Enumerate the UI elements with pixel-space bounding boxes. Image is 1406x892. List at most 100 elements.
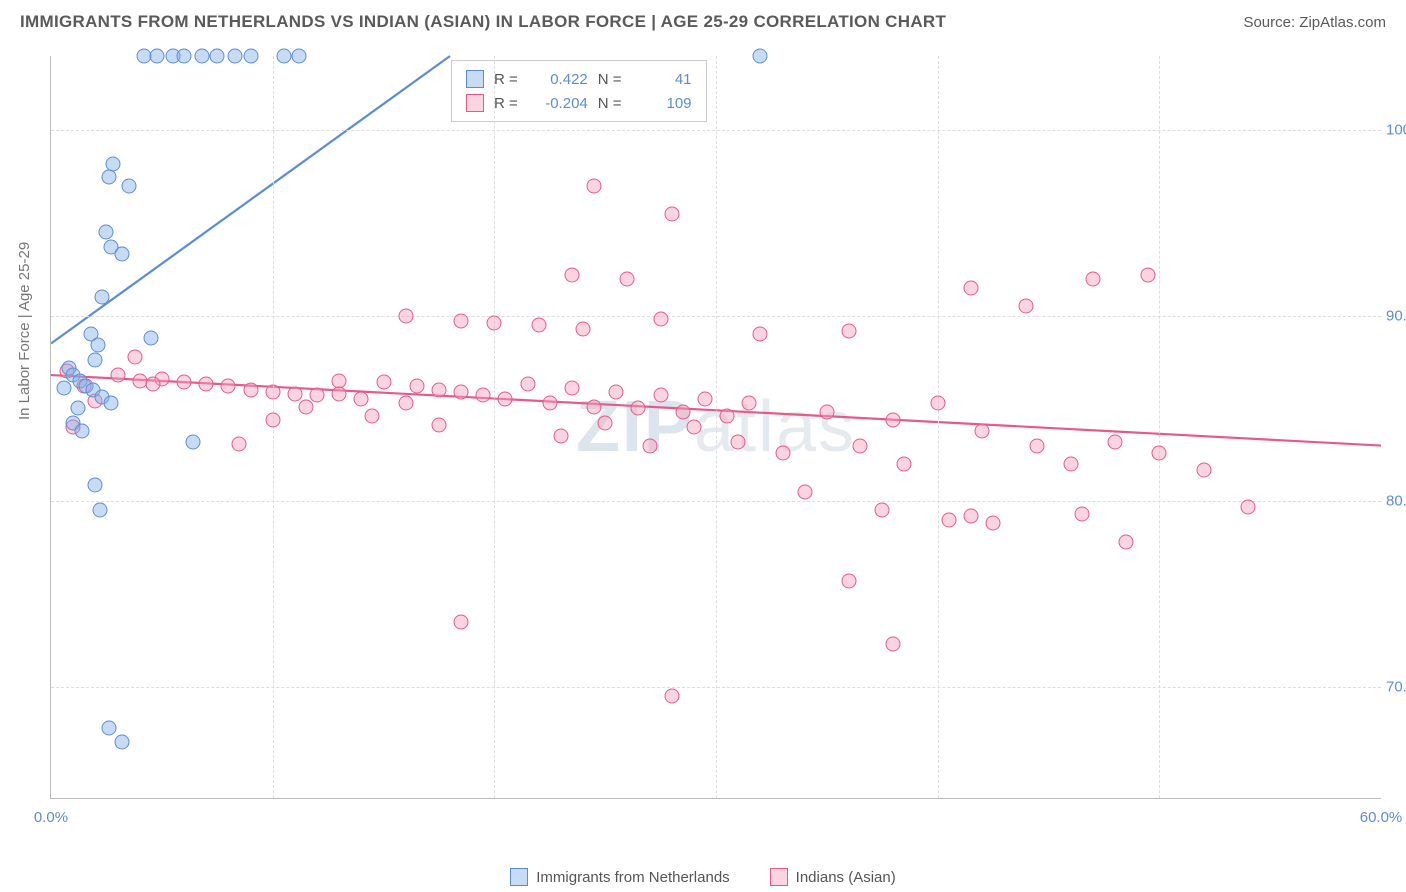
swatch-icon-blue [466, 70, 484, 88]
data-point-blue [227, 49, 242, 64]
corr-N-label: N = [598, 95, 622, 112]
data-point-blue [150, 49, 165, 64]
data-point-pink [675, 405, 690, 420]
data-point-blue [753, 49, 768, 64]
legend-item-blue: Immigrants from Netherlands [510, 868, 729, 886]
data-point-pink [1119, 535, 1134, 550]
data-point-blue [103, 395, 118, 410]
data-point-pink [775, 445, 790, 460]
data-point-pink [398, 308, 413, 323]
data-point-pink [454, 314, 469, 329]
legend-label: Indians (Asian) [796, 869, 896, 886]
data-point-pink [298, 399, 313, 414]
data-point-pink [742, 395, 757, 410]
y-axis-title: In Labor Force | Age 25-29 [16, 242, 33, 420]
data-point-blue [75, 423, 90, 438]
data-point-blue [57, 381, 72, 396]
data-point-pink [398, 395, 413, 410]
data-point-blue [194, 49, 209, 64]
data-point-pink [886, 637, 901, 652]
data-point-pink [664, 688, 679, 703]
data-point-blue [185, 434, 200, 449]
data-point-pink [897, 457, 912, 472]
corr-R-value: -0.204 [528, 95, 588, 112]
data-point-pink [1085, 271, 1100, 286]
data-point-pink [1152, 445, 1167, 460]
data-point-pink [963, 280, 978, 295]
data-point-pink [498, 392, 513, 407]
data-point-blue [90, 338, 105, 353]
data-point-pink [963, 509, 978, 524]
data-point-pink [310, 388, 325, 403]
gridline-v [716, 56, 717, 798]
scatter-chart: ZIPatlas R = 0.422 N = 41 R = -0.204 N =… [50, 56, 1381, 799]
corr-R-label: R = [494, 95, 518, 112]
x-tick-label: 0.0% [34, 809, 68, 826]
legend-label: Immigrants from Netherlands [536, 869, 729, 886]
data-point-pink [797, 484, 812, 499]
data-point-blue [276, 49, 291, 64]
data-point-pink [686, 420, 701, 435]
data-point-blue [88, 353, 103, 368]
data-point-blue [121, 178, 136, 193]
data-point-pink [520, 377, 535, 392]
data-point-pink [642, 438, 657, 453]
data-point-pink [576, 321, 591, 336]
data-point-blue [88, 477, 103, 492]
y-tick-label: 100.0% [1386, 122, 1406, 139]
data-point-blue [143, 330, 158, 345]
data-point-blue [99, 225, 114, 240]
data-point-pink [731, 434, 746, 449]
chart-header: IMMIGRANTS FROM NETHERLANDS VS INDIAN (A… [0, 0, 1406, 40]
data-point-pink [631, 401, 646, 416]
gridline-v [494, 56, 495, 798]
data-point-pink [875, 503, 890, 518]
data-point-pink [564, 381, 579, 396]
data-point-pink [653, 388, 668, 403]
data-point-pink [232, 436, 247, 451]
legend-item-pink: Indians (Asian) [770, 868, 896, 886]
data-point-pink [620, 271, 635, 286]
data-point-pink [720, 408, 735, 423]
data-point-pink [487, 316, 502, 331]
chart-title: IMMIGRANTS FROM NETHERLANDS VS INDIAN (A… [20, 12, 946, 32]
data-point-pink [553, 429, 568, 444]
data-point-pink [454, 614, 469, 629]
data-point-pink [476, 388, 491, 403]
data-point-pink [842, 323, 857, 338]
data-point-blue [114, 247, 129, 262]
swatch-icon-blue [510, 868, 528, 886]
data-point-pink [145, 377, 160, 392]
data-point-pink [110, 368, 125, 383]
data-point-pink [1241, 499, 1256, 514]
gridline-v [938, 56, 939, 798]
data-point-pink [564, 267, 579, 282]
y-tick-label: 90.0% [1386, 307, 1406, 324]
data-point-pink [587, 399, 602, 414]
data-point-blue [243, 49, 258, 64]
data-point-pink [542, 395, 557, 410]
data-point-pink [177, 375, 192, 390]
data-point-blue [101, 169, 116, 184]
data-point-pink [753, 327, 768, 342]
data-point-pink [598, 416, 613, 431]
data-point-pink [332, 386, 347, 401]
legend: Immigrants from Netherlands Indians (Asi… [0, 868, 1406, 886]
data-point-pink [365, 408, 380, 423]
data-point-pink [842, 573, 857, 588]
data-point-pink [221, 379, 236, 394]
data-point-pink [354, 392, 369, 407]
swatch-icon-pink [466, 94, 484, 112]
x-tick-label: 60.0% [1360, 809, 1403, 826]
data-point-pink [1074, 507, 1089, 522]
data-point-blue [94, 290, 109, 305]
swatch-icon-pink [770, 868, 788, 886]
data-point-pink [819, 405, 834, 420]
data-point-pink [287, 386, 302, 401]
data-point-pink [1063, 457, 1078, 472]
data-point-blue [177, 49, 192, 64]
trendline-blue [51, 56, 450, 344]
data-point-pink [1196, 462, 1211, 477]
corr-R-value: 0.422 [528, 71, 588, 88]
data-point-pink [243, 382, 258, 397]
